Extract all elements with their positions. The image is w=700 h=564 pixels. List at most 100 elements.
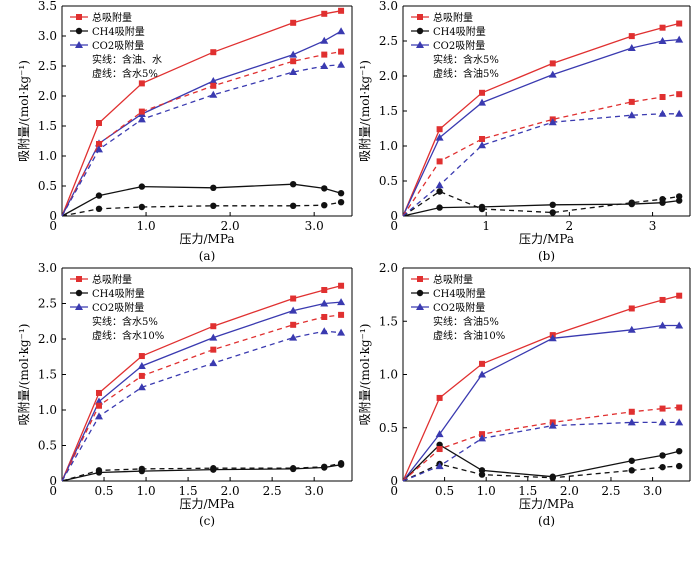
data-point — [676, 292, 683, 299]
data-point — [338, 7, 345, 14]
data-point — [290, 19, 297, 26]
data-point — [289, 465, 297, 472]
x-origin-label: 0 — [390, 219, 398, 233]
y-tick-label: 3.0 — [379, 0, 398, 13]
legend-entry: CO2吸附量 — [92, 301, 144, 314]
data-point — [289, 50, 298, 58]
data-point — [290, 58, 297, 65]
series-line-2 — [402, 38, 680, 217]
y-tick-label: 0 — [49, 209, 57, 223]
legend-marker — [76, 276, 82, 282]
series-line-3 — [402, 406, 680, 482]
data-point — [478, 141, 487, 149]
data-point — [321, 202, 328, 209]
series-line-0 — [402, 22, 680, 217]
data-point — [95, 402, 102, 409]
data-point — [321, 313, 328, 320]
data-point — [628, 457, 635, 464]
data-point — [549, 209, 556, 216]
data-point — [675, 418, 684, 426]
data-point — [95, 141, 102, 147]
legend-entry: CH4吸附量 — [433, 287, 486, 300]
legend-marker — [75, 303, 83, 310]
legend-marker — [75, 41, 83, 48]
data-point — [94, 397, 103, 405]
data-point — [676, 91, 683, 98]
data-point — [138, 353, 145, 360]
y-tick-label: 1.5 — [38, 119, 57, 133]
y-tick-label: 0.5 — [38, 179, 57, 193]
data-point — [95, 192, 103, 199]
data-point — [435, 133, 444, 141]
y-tick-label: 2.0 — [38, 332, 57, 346]
legend-entry: 总吸附量 — [433, 11, 473, 24]
data-point — [659, 94, 666, 100]
data-point — [94, 412, 103, 420]
data-point — [479, 360, 486, 367]
data-point — [138, 372, 145, 379]
x-tick-label: 0.5 — [94, 484, 113, 498]
data-point — [628, 33, 635, 40]
data-point — [675, 109, 684, 117]
data-point — [338, 311, 345, 318]
x-tick-label: 3.0 — [305, 219, 324, 233]
y-tick-label: 0.5 — [379, 421, 398, 435]
legend-note: 虚线：含水10% — [92, 329, 164, 342]
data-point — [94, 145, 103, 153]
x-tick-label: 1.0 — [137, 219, 156, 233]
data-point — [436, 158, 443, 165]
panel-label: (d) — [538, 514, 555, 528]
legend-note: 实线：含水5% — [433, 53, 499, 66]
data-point — [436, 394, 443, 401]
series-line-1 — [61, 183, 342, 217]
x-origin-label: 0 — [49, 484, 57, 498]
x-tick-label: 2 — [566, 219, 574, 233]
data-point — [337, 190, 345, 197]
data-point — [337, 60, 346, 68]
data-point — [137, 361, 146, 369]
legend-marker — [75, 289, 83, 297]
y-tick-label: 2.0 — [38, 89, 57, 103]
x-origin-label: 0 — [390, 484, 398, 498]
data-point — [659, 296, 666, 303]
data-point — [209, 333, 218, 341]
series-line-5 — [402, 421, 680, 482]
series-line-5 — [402, 113, 680, 217]
data-point — [676, 404, 683, 411]
data-point — [548, 334, 557, 342]
legend-note: 虚线：含油5% — [433, 67, 499, 80]
data-point — [337, 298, 346, 306]
data-point — [627, 418, 636, 426]
chart-panel-c: 0 0.5 1.0 1.5 2.0 2.5 3.0 0.5 1.0 1.5 2.0 2.5 3.0 0 压力… — [17, 261, 353, 528]
x-tick-label: 1.5 — [179, 484, 198, 498]
y-tick-label: 3.0 — [38, 29, 57, 43]
data-point — [548, 421, 557, 429]
data-point — [479, 431, 486, 438]
data-point — [548, 118, 557, 126]
legend-marker — [416, 41, 424, 48]
data-point — [478, 471, 486, 478]
data-point — [628, 305, 635, 312]
data-point — [659, 196, 666, 203]
data-point — [321, 287, 328, 294]
data-point — [95, 120, 102, 126]
y-tick-label: 0 — [49, 474, 57, 488]
data-point — [95, 389, 102, 396]
data-point — [549, 474, 556, 482]
data-point — [289, 306, 298, 314]
legend-entry: CH4吸附量 — [433, 25, 486, 38]
data-point — [337, 27, 346, 35]
data-point — [478, 98, 487, 106]
y-tick-label: 0.5 — [379, 174, 398, 188]
data-point — [320, 327, 329, 335]
y-tick-label: 2.5 — [38, 297, 57, 311]
data-point — [321, 185, 328, 192]
data-point — [337, 328, 346, 336]
x-tick-label: 3.0 — [643, 484, 662, 498]
data-point — [659, 452, 666, 459]
data-point — [658, 321, 667, 329]
data-point — [436, 188, 443, 195]
x-tick-label: 2.0 — [221, 219, 240, 233]
data-point — [436, 204, 443, 211]
data-point — [478, 434, 487, 442]
